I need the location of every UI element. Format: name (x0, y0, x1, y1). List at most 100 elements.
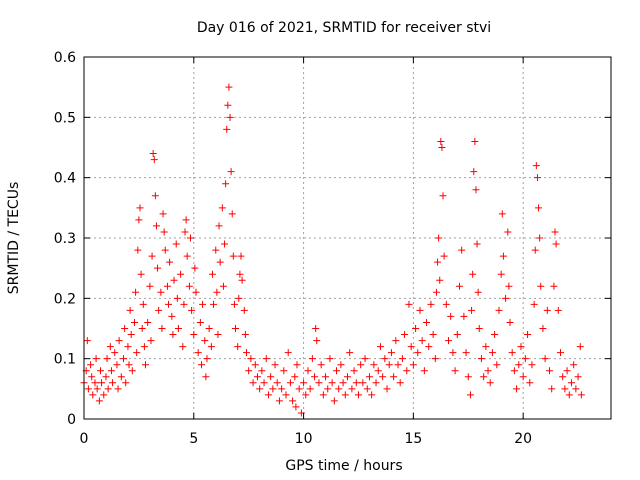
data-point (210, 300, 218, 308)
data-point (435, 234, 443, 242)
data-point (438, 144, 446, 151)
data-point (504, 228, 512, 236)
data-point (480, 373, 488, 381)
data-point (275, 397, 283, 405)
data-point (132, 288, 140, 296)
data-point (363, 385, 371, 393)
data-point (319, 391, 327, 399)
data-point (570, 361, 578, 369)
data-point (98, 379, 106, 387)
data-point (133, 349, 141, 357)
data-point (122, 379, 130, 387)
data-point (104, 385, 112, 393)
data-point (401, 331, 409, 339)
data-point (169, 331, 177, 339)
data-point (166, 258, 174, 266)
data-point (462, 349, 470, 357)
data-point (111, 349, 119, 357)
data-point (160, 228, 168, 236)
data-point (370, 361, 378, 369)
y-tick-label: 0.6 (54, 50, 76, 66)
data-points (80, 83, 585, 417)
data-point (328, 379, 336, 387)
data-point (315, 379, 323, 387)
data-point (423, 318, 431, 326)
data-point (269, 385, 277, 393)
data-point (403, 367, 411, 375)
data-point (486, 379, 494, 387)
data-point (96, 367, 104, 375)
data-point (218, 204, 226, 212)
data-point (163, 282, 171, 290)
data-point (180, 300, 188, 308)
data-point (567, 379, 575, 387)
data-point (235, 294, 243, 302)
data-point (186, 234, 194, 242)
data-point (513, 385, 521, 393)
data-point (453, 331, 461, 339)
data-point (376, 343, 384, 351)
data-point (284, 349, 292, 357)
data-point (87, 361, 95, 369)
data-point (326, 355, 334, 363)
data-point (470, 168, 478, 176)
data-point (432, 288, 440, 296)
data-point (317, 361, 325, 369)
data-point (202, 373, 210, 381)
data-point (335, 385, 343, 393)
y-tick-label: 0.5 (54, 110, 76, 126)
data-point (311, 373, 319, 381)
data-point (469, 270, 477, 278)
data-point (559, 373, 567, 381)
data-point (497, 270, 505, 278)
data-point (475, 325, 483, 332)
data-point (149, 150, 157, 158)
data-point (126, 306, 134, 314)
data-point (464, 373, 472, 381)
data-point (165, 300, 173, 308)
data-point (194, 349, 202, 357)
data-point (214, 331, 222, 339)
data-point (95, 397, 103, 405)
y-tick-label: 0.4 (54, 171, 76, 187)
data-point (517, 343, 525, 351)
data-point (109, 379, 117, 387)
data-point (226, 113, 234, 121)
data-point (431, 355, 439, 363)
data-point (451, 367, 459, 375)
data-point (229, 252, 237, 260)
data-point (152, 222, 160, 230)
data-point (354, 391, 362, 399)
data-point (113, 361, 121, 369)
data-point (136, 204, 144, 212)
data-point (344, 373, 351, 381)
data-point (120, 355, 128, 363)
data-point (236, 270, 244, 278)
data-point (172, 240, 180, 248)
data-point (471, 137, 479, 145)
data-point (434, 258, 442, 266)
data-point (533, 174, 541, 182)
data-point (138, 325, 146, 332)
data-point (177, 270, 185, 278)
data-point (137, 270, 145, 278)
data-point (440, 252, 448, 260)
data-point (505, 282, 513, 290)
data-point (183, 252, 191, 260)
data-point (293, 361, 301, 369)
data-point (292, 403, 300, 411)
data-point (468, 306, 476, 314)
data-point (374, 367, 382, 375)
data-point (302, 391, 310, 399)
x-axis-label: GPS time / hours (285, 458, 402, 474)
data-point (173, 294, 181, 302)
data-point (245, 367, 253, 375)
data-point (208, 270, 216, 278)
data-point (385, 361, 393, 369)
data-point (521, 355, 529, 363)
data-point (368, 391, 376, 399)
data-point (121, 325, 129, 332)
data-point (191, 264, 199, 272)
data-point (212, 246, 220, 254)
data-point (127, 331, 135, 339)
